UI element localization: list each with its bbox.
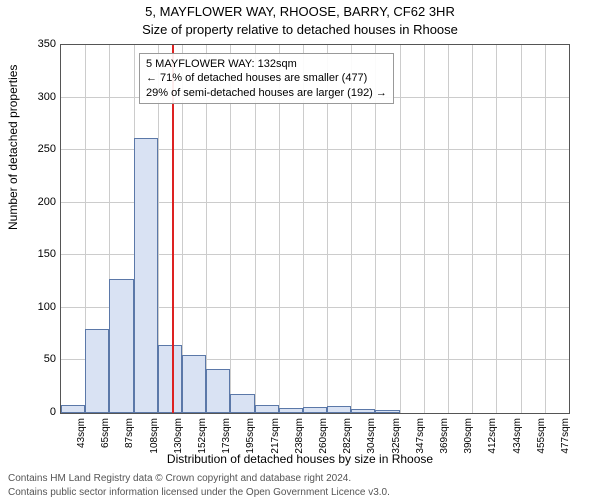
x-tick-label: 130sqm	[173, 418, 184, 478]
y-tick-label: 0	[50, 406, 56, 418]
plot-area: 5 MAYFLOWER WAY: 132sqm ← 71% of detache…	[60, 44, 570, 414]
x-tick-label: 347sqm	[415, 418, 426, 478]
histogram-bar	[230, 394, 254, 413]
y-tick-label: 100	[38, 301, 56, 313]
x-tick-label: 43sqm	[76, 418, 87, 478]
x-tick-label: 455sqm	[536, 418, 547, 478]
x-tick-label: 304sqm	[366, 418, 377, 478]
x-tick-label: 108sqm	[149, 418, 160, 478]
histogram-bar	[206, 369, 230, 413]
x-tick-label: 477sqm	[560, 418, 571, 478]
gridline-v	[545, 45, 546, 413]
x-tick-label: 260sqm	[318, 418, 329, 478]
annotation-line: 5 MAYFLOWER WAY: 132sqm	[146, 57, 387, 71]
y-tick-label: 150	[38, 248, 56, 260]
gridline-v	[521, 45, 522, 413]
x-tick-label: 369sqm	[439, 418, 450, 478]
y-tick-label: 350	[38, 38, 56, 50]
histogram-bar	[279, 408, 303, 413]
x-tick-label: 390sqm	[463, 418, 474, 478]
histogram-bar	[375, 410, 399, 413]
y-axis-label: Number of detached properties	[6, 65, 20, 230]
y-tick-label: 300	[38, 91, 56, 103]
histogram-bar	[134, 138, 158, 413]
x-tick-label: 434sqm	[512, 418, 523, 478]
x-tick-label: 282sqm	[342, 418, 353, 478]
histogram-bar	[255, 405, 279, 413]
y-tick-label: 200	[38, 196, 56, 208]
histogram-bar	[109, 279, 133, 413]
annotation-box: 5 MAYFLOWER WAY: 132sqm ← 71% of detache…	[139, 53, 394, 104]
gridline-v	[448, 45, 449, 413]
gridline-v	[496, 45, 497, 413]
x-tick-label: 217sqm	[270, 418, 281, 478]
x-tick-label: 87sqm	[124, 418, 135, 478]
chart-title-subtitle: Size of property relative to detached ho…	[0, 22, 600, 37]
gridline-v	[472, 45, 473, 413]
histogram-bar	[303, 407, 327, 413]
gridline-v	[400, 45, 401, 413]
annotation-line: 29% of semi-detached houses are larger (…	[146, 86, 387, 100]
x-tick-label: 173sqm	[221, 418, 232, 478]
histogram-bar	[351, 409, 375, 413]
annotation-line: ← 71% of detached houses are smaller (47…	[146, 71, 387, 85]
chart-title-address: 5, MAYFLOWER WAY, RHOOSE, BARRY, CF62 3H…	[0, 4, 600, 19]
chart-container: 5, MAYFLOWER WAY, RHOOSE, BARRY, CF62 3H…	[0, 0, 600, 500]
histogram-bar	[85, 329, 109, 413]
x-tick-label: 65sqm	[100, 418, 111, 478]
histogram-bar	[61, 405, 85, 413]
histogram-bar	[327, 406, 351, 413]
histogram-bar	[182, 355, 206, 413]
y-tick-label: 50	[44, 353, 56, 365]
histogram-bar	[158, 345, 182, 413]
x-tick-label: 325sqm	[391, 418, 402, 478]
x-tick-label: 195sqm	[245, 418, 256, 478]
gridline-v	[424, 45, 425, 413]
y-tick-label: 250	[38, 143, 56, 155]
x-tick-label: 238sqm	[294, 418, 305, 478]
x-tick-label: 152sqm	[197, 418, 208, 478]
x-tick-label: 412sqm	[487, 418, 498, 478]
footer-licence: Contains public sector information licen…	[8, 487, 390, 498]
